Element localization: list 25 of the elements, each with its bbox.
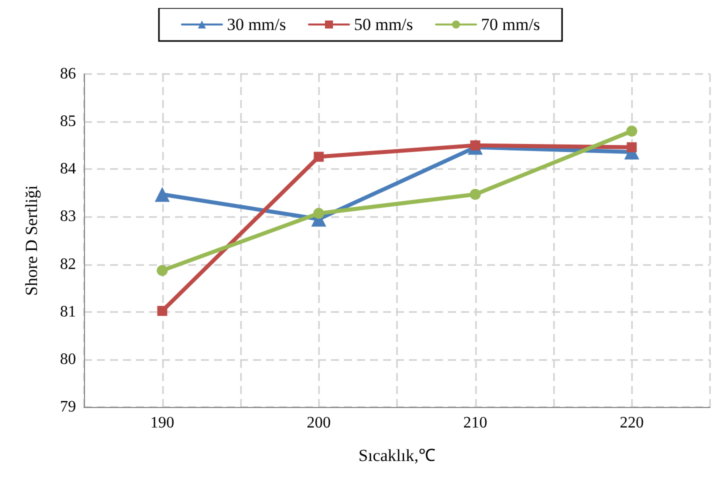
y-tick-label: 83 — [60, 208, 76, 226]
x-tick-label: 220 — [620, 414, 644, 432]
x-tick-label: 210 — [463, 414, 488, 432]
y-tick-label: 85 — [60, 113, 76, 130]
legend-label: 70 mm/s — [481, 15, 540, 34]
y-tick-label: 80 — [60, 350, 76, 368]
point — [470, 188, 481, 200]
point — [313, 208, 324, 219]
point — [626, 142, 637, 152]
x-axis-title: Sıcaklık,℃ — [358, 446, 436, 465]
x-tick-label: 190 — [150, 414, 174, 432]
point — [314, 152, 324, 162]
point — [157, 306, 168, 316]
y-tick-label: 81 — [60, 303, 76, 320]
y-axis-title: Shore D Sertliği — [22, 184, 41, 296]
x-tick-label: 200 — [306, 414, 331, 432]
y-tick-label: 86 — [60, 66, 76, 82]
y-tick-label: 84 — [60, 160, 76, 178]
legend-label: 30 mm/s — [226, 15, 286, 34]
point — [154, 186, 170, 202]
point — [156, 264, 168, 276]
legend-label: 50 mm/s — [354, 15, 414, 34]
y-tick-label: 79 — [60, 398, 76, 416]
point — [626, 126, 638, 137]
y-tick-label: 82 — [60, 256, 76, 273]
